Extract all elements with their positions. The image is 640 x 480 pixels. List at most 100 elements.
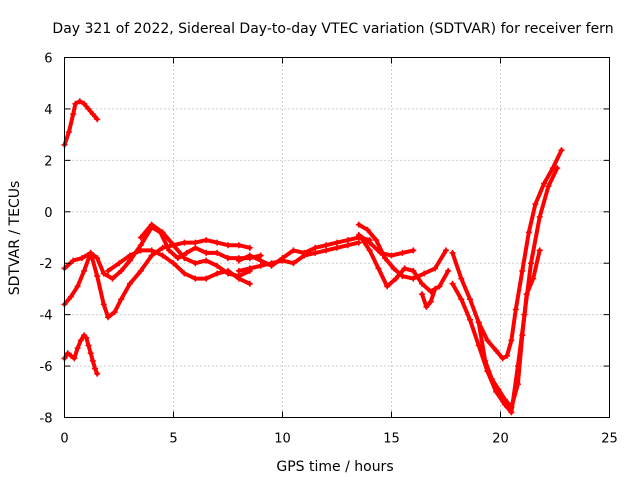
data-point xyxy=(214,262,221,269)
data-point xyxy=(92,365,99,372)
data-point xyxy=(290,260,297,267)
series-line xyxy=(420,286,438,309)
data-point xyxy=(512,306,519,313)
data-point xyxy=(118,267,125,274)
data-point xyxy=(508,337,515,344)
data-point xyxy=(419,280,426,287)
x-tick-label: 15 xyxy=(383,432,400,447)
data-point xyxy=(159,244,166,251)
data-point xyxy=(76,98,83,105)
data-point xyxy=(495,386,502,393)
data-point xyxy=(257,262,264,269)
data-point xyxy=(111,309,118,316)
data-point xyxy=(323,242,330,249)
series-track-12 xyxy=(419,285,439,310)
data-point xyxy=(525,229,532,236)
data-point xyxy=(499,355,506,362)
data-point xyxy=(279,257,286,264)
data-point xyxy=(366,239,373,246)
data-point xyxy=(85,342,92,349)
series-track-11 xyxy=(355,231,417,259)
chart-title: Day 321 of 2022, Sidereal Day-to-day VTE… xyxy=(52,21,613,37)
data-point xyxy=(432,285,439,292)
data-point xyxy=(390,265,397,272)
data-point xyxy=(83,334,90,341)
data-point xyxy=(181,255,188,262)
plot-area xyxy=(61,98,565,416)
data-point xyxy=(159,252,166,259)
data-point xyxy=(388,252,395,259)
data-point xyxy=(74,345,81,352)
data-point xyxy=(458,296,465,303)
data-point xyxy=(384,283,391,290)
data-point xyxy=(268,260,275,267)
data-point xyxy=(458,275,465,282)
data-point xyxy=(484,337,491,344)
y-tick-label: 6 xyxy=(44,52,52,67)
data-point xyxy=(235,273,242,280)
data-point xyxy=(118,296,125,303)
data-point xyxy=(94,255,101,262)
data-point xyxy=(536,247,543,254)
data-point xyxy=(65,129,72,136)
data-point xyxy=(246,252,253,259)
data-point xyxy=(482,357,489,364)
data-point xyxy=(85,105,92,112)
data-point xyxy=(87,350,94,357)
data-point xyxy=(148,247,155,254)
data-point xyxy=(192,239,199,246)
data-point xyxy=(427,298,434,305)
data-point xyxy=(475,319,482,326)
data-point xyxy=(530,275,537,282)
data-point xyxy=(443,247,449,254)
data-point xyxy=(466,296,473,303)
data-point xyxy=(137,242,144,249)
data-point xyxy=(554,165,561,172)
data-point xyxy=(355,239,362,246)
data-point xyxy=(545,183,552,190)
data-point xyxy=(100,301,107,308)
data-point xyxy=(375,265,382,272)
data-point xyxy=(71,355,78,362)
data-point xyxy=(334,239,340,246)
data-point xyxy=(235,257,242,264)
data-point xyxy=(170,242,177,249)
data-point xyxy=(235,267,242,274)
data-point xyxy=(257,257,264,264)
data-point xyxy=(174,255,181,262)
data-point xyxy=(225,255,231,262)
data-point xyxy=(401,265,408,272)
axis-ticks: 0 5 10 15 20 25 -8 -6 -4 -2 0 2 4 6 xyxy=(40,52,618,447)
x-tick-label: 0 xyxy=(60,432,68,447)
data-point xyxy=(109,275,116,282)
data-point xyxy=(392,275,399,282)
data-point xyxy=(126,280,133,287)
series-track-6 xyxy=(137,221,253,280)
data-point xyxy=(366,247,373,254)
y-tick-label: -8 xyxy=(40,412,53,427)
x-tick-label: 5 xyxy=(169,432,177,447)
x-tick-label: 20 xyxy=(492,432,509,447)
data-point xyxy=(214,239,221,246)
data-point xyxy=(445,267,452,274)
data-point xyxy=(381,255,388,262)
data-point xyxy=(64,350,71,357)
data-point xyxy=(87,249,94,256)
series-track-3 xyxy=(61,237,253,321)
y-tick-label: 0 xyxy=(44,206,52,221)
data-point xyxy=(203,257,210,264)
data-point xyxy=(170,260,177,267)
data-point xyxy=(105,314,112,321)
data-point xyxy=(301,252,308,259)
data-point xyxy=(488,375,495,382)
data-point xyxy=(558,147,565,154)
data-point xyxy=(436,283,443,290)
data-point xyxy=(70,111,77,118)
data-point xyxy=(344,237,351,244)
data-point xyxy=(159,229,166,236)
data-point xyxy=(94,116,101,123)
data-point xyxy=(78,255,85,262)
data-point xyxy=(290,247,297,254)
data-point xyxy=(148,221,155,228)
